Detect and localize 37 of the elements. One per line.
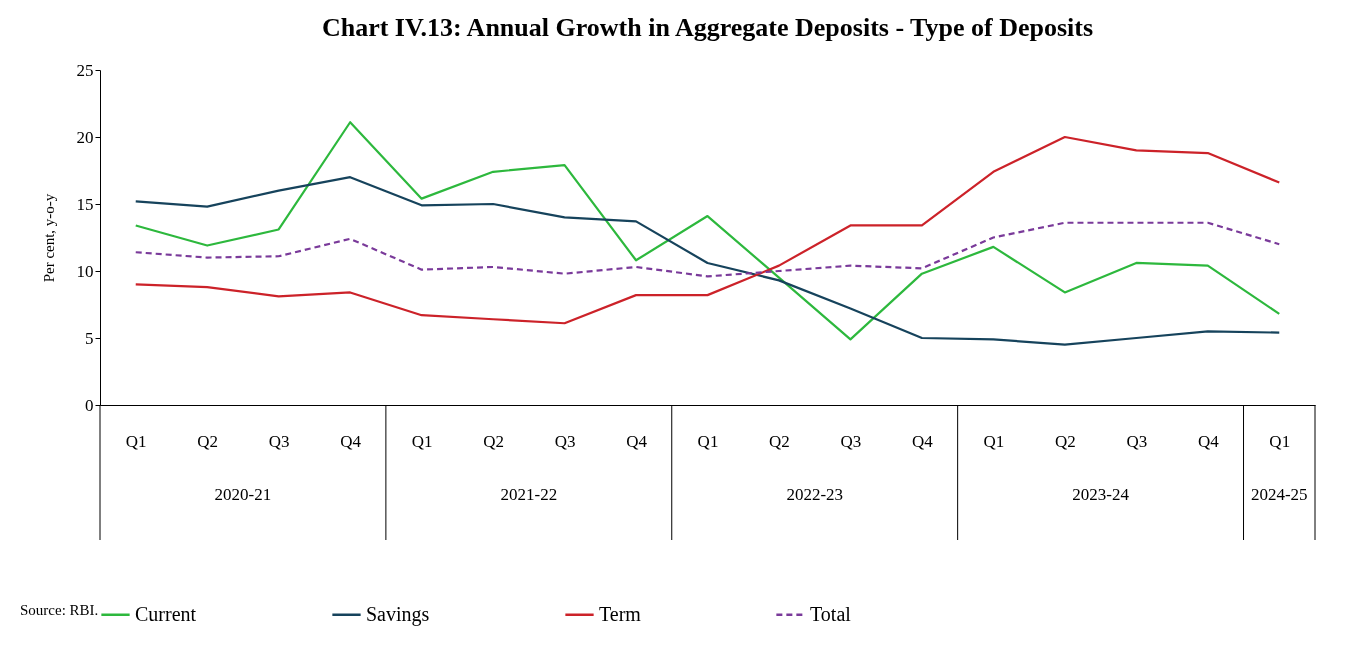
legend-label: Term: [599, 602, 642, 625]
x-tick-label: Q4: [340, 431, 362, 451]
chart-title: Chart IV.13: Annual Growth in Aggregate Deposits - Type of Deposits: [321, 13, 1094, 42]
x-tick-label: Q3: [554, 431, 576, 451]
x-tick-label: Q2: [197, 431, 219, 451]
x-tick-label: Q2: [769, 431, 790, 451]
legend-label: Savings: [366, 602, 430, 626]
x-tick-label: Q4: [1197, 431, 1220, 451]
text: 2024-25: [1250, 485, 1308, 504]
x-tick-label: Q1: [1269, 431, 1291, 451]
y-tick-label: 10: [76, 261, 94, 281]
text: 2021-22: [500, 485, 558, 504]
line-series: [134, 176, 1281, 346]
y-tick-label: 0: [85, 395, 94, 415]
y-tick-label: 5: [85, 328, 94, 348]
source-note: Source: RBI.: [20, 602, 99, 618]
line-series: [134, 221, 1281, 278]
x-tick-label: Q1: [411, 431, 433, 451]
x-tick-label: Q3: [268, 431, 290, 451]
x-tick-label: Q3: [1126, 431, 1148, 451]
y-tick-label: 25: [76, 60, 94, 80]
x-tick-label: Q1: [697, 431, 719, 451]
x-tick-label: Q4: [626, 431, 648, 451]
x-tick-label: Q3: [840, 431, 862, 451]
text: 2020-21: [214, 485, 272, 504]
y-tick-label: 15: [76, 194, 94, 214]
x-tick-label: Q2: [483, 431, 504, 451]
y-axis-title: Per cent, y-o-y: [40, 193, 57, 283]
x-tick-label: Q1: [983, 431, 1005, 451]
x-tick-label: Q4: [912, 431, 934, 451]
text: 2022-23: [786, 485, 844, 504]
text: 2023-24: [1072, 485, 1130, 504]
x-tick-label: Q2: [1054, 431, 1076, 451]
x-tick-label: Q1: [125, 431, 147, 451]
y-tick-label: 20: [76, 127, 94, 147]
legend-label: Total: [810, 602, 852, 625]
legend-label: Current: [135, 602, 197, 625]
